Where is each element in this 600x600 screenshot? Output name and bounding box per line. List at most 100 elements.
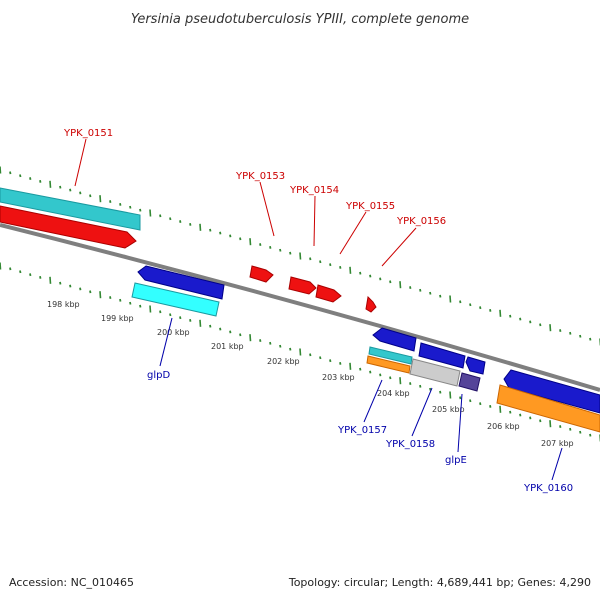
scale-tick xyxy=(179,316,182,320)
scale-tick xyxy=(169,313,172,317)
scale-tick xyxy=(279,248,282,252)
scale-tick xyxy=(409,382,412,385)
scale-tick xyxy=(239,237,242,241)
scale-tick xyxy=(339,362,342,365)
gene-feature-ypk0154[interactable] xyxy=(288,276,317,295)
scale-tick xyxy=(329,359,332,363)
scale-tick xyxy=(249,334,252,342)
scale-tick xyxy=(379,277,382,281)
gene-feature-cyan-upper[interactable] xyxy=(0,187,141,231)
scale-tick xyxy=(569,427,572,431)
scale-tick xyxy=(149,305,152,313)
scale-tick xyxy=(439,294,442,298)
scale-tick xyxy=(209,228,212,232)
scale-tick xyxy=(219,231,222,235)
scale-tick xyxy=(289,347,292,351)
gene-label-ypk0155[interactable]: YPK_0155 xyxy=(345,201,395,212)
gene-label-glpe[interactable]: glpE xyxy=(445,455,467,466)
leader-line xyxy=(313,195,316,247)
scale-tick xyxy=(389,376,392,380)
gene-feature-blue-5[interactable] xyxy=(503,369,600,414)
scale-tick xyxy=(479,306,482,310)
scale-tick xyxy=(459,396,462,400)
topology-text: Topology: circular; Length: 4,689,441 bp… xyxy=(288,576,591,589)
scale-tick xyxy=(69,284,72,288)
scale-tick xyxy=(139,208,142,212)
scale-tick xyxy=(129,205,132,209)
scale-tick xyxy=(439,390,442,394)
gene-label-ypk0157[interactable]: YPK_0157 xyxy=(337,425,387,436)
scale-tick xyxy=(399,377,402,385)
scale-tick xyxy=(9,171,12,175)
gene-feature-ypk0155[interactable] xyxy=(315,284,342,303)
scale-tick xyxy=(589,433,592,437)
scale-tick xyxy=(219,327,222,331)
scale-tick xyxy=(99,291,102,299)
scale-tick xyxy=(79,191,82,195)
scale-tick xyxy=(319,260,322,264)
scale-tick xyxy=(379,373,382,377)
scale-tick xyxy=(229,330,232,334)
gene-label-glpd[interactable]: glpD xyxy=(147,370,170,381)
scale-tick xyxy=(149,209,152,217)
gene-label-ypk0160[interactable]: YPK_0160 xyxy=(523,483,573,494)
gene-feature-glpe[interactable] xyxy=(458,372,481,392)
scale-tick xyxy=(119,203,122,206)
scale-tick xyxy=(49,180,52,188)
scale-tick xyxy=(479,402,482,406)
scale-tick xyxy=(489,405,492,408)
scale-tick xyxy=(139,304,142,308)
scale-tick xyxy=(539,419,542,423)
scale-tick xyxy=(369,274,372,278)
kbp-tick-label: 204 kbp xyxy=(377,389,410,398)
gene-feature-blue-3[interactable] xyxy=(418,342,466,369)
scale-tick xyxy=(199,223,202,231)
gene-feature-ypk0158[interactable] xyxy=(409,358,461,387)
scale-tick xyxy=(119,298,122,302)
kbp-tick-label: 199 kbp xyxy=(101,314,134,323)
gene-feature-blue-2[interactable] xyxy=(372,327,417,352)
lower-gene-labels: glpD YPK_0157 YPK_0158 glpE YPK_0160 xyxy=(147,317,573,494)
scale-tick xyxy=(309,353,312,357)
gene-feature-ypk0160[interactable] xyxy=(496,384,600,433)
scale-tick xyxy=(259,339,262,342)
scale-tick xyxy=(169,217,172,221)
kbp-tick-label: 202 kbp xyxy=(267,357,300,366)
gene-feature-orange-small[interactable] xyxy=(366,355,411,374)
gene-label-ypk0154[interactable]: YPK_0154 xyxy=(289,185,339,196)
gene-feature-ypk0151[interactable] xyxy=(0,205,137,249)
leader-line xyxy=(381,227,417,267)
kbp-tick-label: 200 kbp xyxy=(157,328,190,337)
scale-tick xyxy=(339,266,342,269)
scale-tick xyxy=(79,287,82,291)
gene-label-ypk0158[interactable]: YPK_0158 xyxy=(385,439,435,450)
gene-label-ypk0151[interactable]: YPK_0151 xyxy=(63,128,113,139)
scale-tick xyxy=(129,301,132,305)
gene-feature-blue-4[interactable] xyxy=(465,356,486,375)
gene-feature-cyan-lower[interactable] xyxy=(368,346,413,365)
leader-line xyxy=(159,317,173,367)
scale-tick xyxy=(469,399,472,403)
gene-label-ypk0153[interactable]: YPK_0153 xyxy=(235,171,285,182)
scale-tick xyxy=(419,384,422,388)
gene-feature-blue-1[interactable] xyxy=(137,265,225,300)
scale-tick xyxy=(449,391,452,399)
leader-line xyxy=(339,211,367,255)
scale-tick xyxy=(159,310,162,314)
scale-tick xyxy=(419,288,422,292)
kbp-tick-label: 201 kbp xyxy=(211,342,244,351)
scale-tick xyxy=(29,273,32,277)
gene-feature-ypk0156[interactable] xyxy=(365,295,377,313)
scale-tick xyxy=(199,319,202,327)
gene-label-ypk0156[interactable]: YPK_0156 xyxy=(396,216,446,227)
scale-tick xyxy=(529,416,532,420)
gene-feature-ypk0153[interactable] xyxy=(249,265,274,283)
gene-feature-glpd[interactable] xyxy=(131,282,220,317)
leader-line xyxy=(411,387,433,437)
scale-tick xyxy=(289,251,292,255)
scale-tick xyxy=(559,425,562,428)
scale-tick xyxy=(559,329,562,332)
scale-tick xyxy=(159,214,162,218)
scale-tick xyxy=(459,300,462,304)
scale-tick xyxy=(269,246,272,249)
